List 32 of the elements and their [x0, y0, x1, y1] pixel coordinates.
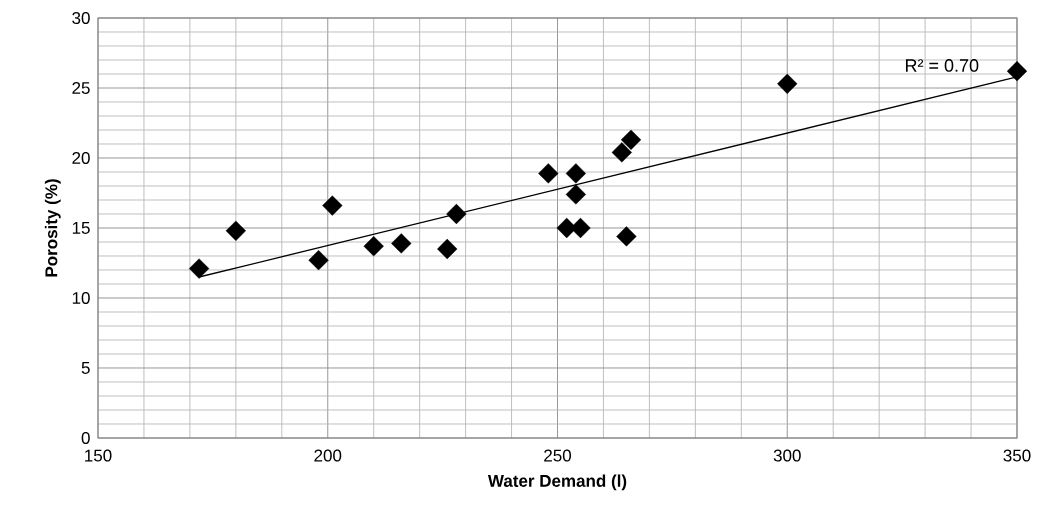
- point: [225, 220, 246, 241]
- y-tick-label: 0: [81, 431, 90, 445]
- point: [620, 129, 642, 150]
- point: [188, 258, 210, 279]
- point: [570, 217, 591, 239]
- x-tick-label: 350: [1003, 449, 1031, 462]
- annotation: R² = 0.70: [905, 59, 979, 72]
- y-tick-label: 30: [72, 11, 90, 25]
- point: [437, 238, 458, 260]
- x-tick-label: 200: [314, 449, 342, 462]
- y-tick-label: 15: [72, 222, 90, 234]
- point: [363, 236, 384, 257]
- point: [777, 73, 798, 94]
- point: [538, 163, 559, 184]
- y-tick-label: 20: [72, 151, 90, 165]
- point: [1006, 61, 1028, 82]
- x-tick-label: 300: [773, 449, 801, 462]
- y-axis-title: Porosity (%): [44, 179, 61, 277]
- point: [565, 184, 586, 205]
- x-axis-title: Water Demand (l): [487, 474, 627, 491]
- x-tick-label: 150: [85, 449, 112, 462]
- point: [565, 163, 586, 184]
- point: [611, 142, 632, 163]
- point: [322, 195, 343, 216]
- point: [391, 233, 412, 254]
- y-tick-label: 10: [72, 291, 90, 305]
- point: [308, 250, 329, 271]
- y-tick-label: 25: [72, 81, 90, 95]
- y-tick-label: 5: [81, 362, 90, 374]
- point: [616, 226, 637, 247]
- point: [446, 203, 467, 225]
- x-tick-label: 250: [544, 449, 572, 462]
